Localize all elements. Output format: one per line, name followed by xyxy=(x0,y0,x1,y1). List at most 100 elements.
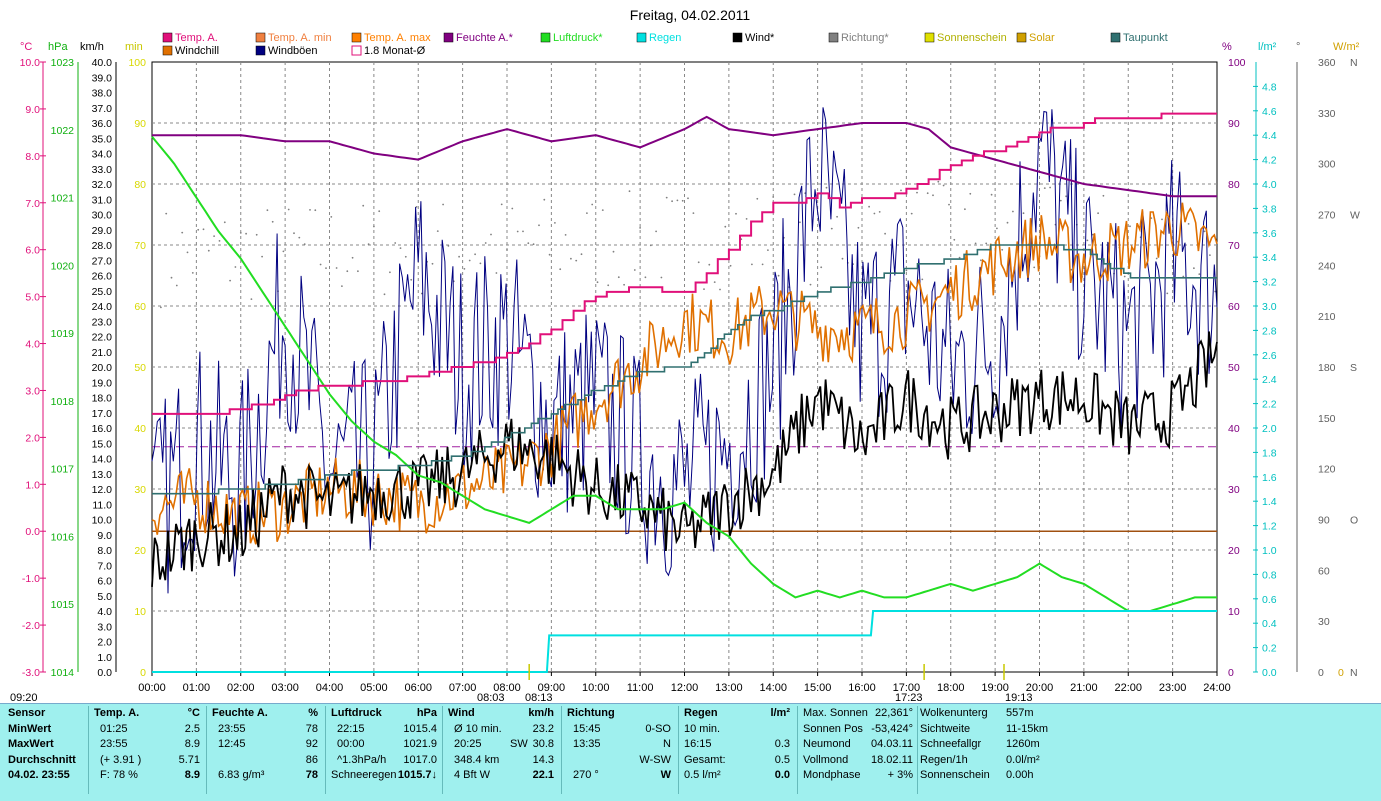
rain-tick: 0.2 xyxy=(1262,643,1277,655)
wind-tick: 23.0 xyxy=(92,316,113,328)
stats-row: Sichtweite 11-15km xyxy=(920,722,1048,738)
wind-tick: 5.0 xyxy=(97,591,112,603)
direction-tick: 90 xyxy=(1318,515,1330,527)
legend-label: Luftdruck* xyxy=(553,32,603,44)
pressure-tick: 1023 xyxy=(51,57,75,69)
direction-point xyxy=(500,203,503,206)
direction-point xyxy=(378,210,381,213)
direction-point xyxy=(990,193,993,196)
stats-row-label: MinWert xyxy=(8,722,52,735)
stats-value: 04.03.11 xyxy=(870,738,913,750)
direction-point xyxy=(527,242,530,245)
stats-value: 11-15km xyxy=(1006,722,1048,735)
humidity-tick-left: 80 xyxy=(134,179,146,191)
direction-point xyxy=(431,262,434,265)
x-tick-label: 16:00 xyxy=(848,682,876,694)
stats-value: 0-SO xyxy=(645,722,671,735)
direction-point xyxy=(932,194,934,197)
stats-wind: Wind km/h Ø 10 min. 23.2 20:25 SW 30.8 348.4 km… xyxy=(448,706,554,784)
legend-label: Temp. A. min xyxy=(268,32,332,44)
axis-unit-sun: min xyxy=(125,41,143,53)
direction-point xyxy=(495,272,498,274)
wind-tick: 29.0 xyxy=(92,225,113,237)
stats-row: Sonnen Pos -53,424° xyxy=(803,722,913,738)
stats-row: Durchschnitt xyxy=(8,753,86,769)
stats-row: Schneefallgr 1260m xyxy=(920,737,1040,753)
axis-unit-direction: ° xyxy=(1296,41,1300,53)
direction-point xyxy=(160,306,162,309)
direction-point xyxy=(825,186,828,189)
stats-time: 23:55 xyxy=(100,738,128,750)
direction-point xyxy=(330,216,333,218)
direction-point xyxy=(1065,195,1067,198)
stats-row: Regen/1h 0.0l/m² xyxy=(920,753,1040,769)
series-temp-a xyxy=(152,112,1217,415)
stats-astro: Max. Sonnen 22,361° Sonnen Pos -53,424° Neum… xyxy=(803,706,913,784)
humidity-tick: 90 xyxy=(1228,118,1240,130)
direction-point xyxy=(234,266,237,268)
direction-tick: 360 xyxy=(1318,57,1336,69)
series-feuchte xyxy=(152,115,1217,198)
stats-row: Max. Sonnen 22,361° xyxy=(803,706,913,722)
direction-point xyxy=(697,261,700,264)
temp-tick: 9.0 xyxy=(25,104,40,116)
direction-point xyxy=(442,203,444,206)
stats-row: 13:35 N xyxy=(567,737,671,753)
direction-tick: 270 xyxy=(1318,210,1336,222)
stats-time: Schneeregen xyxy=(331,769,397,781)
wind-tick: 37.0 xyxy=(92,103,113,115)
legend-label: Wind* xyxy=(745,32,775,44)
temp-tick: -2.0 xyxy=(22,620,40,632)
stats-separator xyxy=(561,706,562,794)
stats-value: 14.3 xyxy=(532,753,554,766)
direction-point xyxy=(394,242,397,244)
humidity-tick: 80 xyxy=(1228,179,1240,191)
legend-label: Richtung* xyxy=(841,32,889,44)
direction-point xyxy=(170,276,173,279)
direction-compass: W xyxy=(1350,210,1360,222)
stats-row: Schneeregen 1015.7↓ xyxy=(331,768,437,784)
wind-tick: 10.0 xyxy=(92,515,113,527)
direction-point xyxy=(985,242,988,245)
direction-point xyxy=(623,283,625,286)
x-tick-label: 03:00 xyxy=(271,682,299,694)
stats-row-label: MaxWert xyxy=(8,738,54,750)
direction-point xyxy=(197,228,200,231)
direction-point xyxy=(436,230,439,233)
stats-header: Luftdruck xyxy=(331,707,382,719)
stats-value: 557m xyxy=(1006,707,1034,719)
stats-time: 6.83 g/m³ xyxy=(218,769,265,781)
temp-tick: 1.0 xyxy=(25,479,40,491)
wind-tick: 9.0 xyxy=(97,530,112,542)
x-tick-label: 17:00 xyxy=(893,682,921,694)
axis-unit-humidity: % xyxy=(1222,41,1232,53)
stats-row: Mondphase + 3% xyxy=(803,768,913,784)
direction-point xyxy=(1198,273,1201,275)
x-tick-label: 12:00 xyxy=(671,682,699,694)
stats-value: 23.2 xyxy=(532,722,554,735)
x-tick-label: 23:00 xyxy=(1159,682,1187,694)
direction-point xyxy=(564,234,567,236)
stats-temp: Temp. A. °C 01:25 2.5 23:55 8.9 (+ 3.91 ) 5.71 F… xyxy=(94,706,200,784)
wind-tick: 15.0 xyxy=(92,438,113,450)
stats-value: 1015.7↓ xyxy=(397,769,437,781)
pressure-tick: 1015 xyxy=(51,599,75,611)
stats-value: -53,424° xyxy=(871,722,913,735)
wind-tick: 20.0 xyxy=(92,362,113,374)
axis-unit-temp: °C xyxy=(20,41,32,53)
stats-header: Sensor xyxy=(8,707,46,719)
direction-point xyxy=(1155,257,1158,260)
pressure-tick: 1020 xyxy=(51,260,75,272)
direction-point xyxy=(761,263,764,266)
legend-label: Windchill xyxy=(175,45,219,57)
direction-point xyxy=(1203,230,1206,233)
direction-point xyxy=(751,263,753,266)
wind-tick: 19.0 xyxy=(92,377,113,389)
rain-tick: 2.2 xyxy=(1262,399,1277,411)
temp-tick: 10.0 xyxy=(20,57,41,69)
direction-point xyxy=(1033,266,1036,269)
legend-label: Windböen xyxy=(268,45,318,57)
stats-time: 0.5 l/m² xyxy=(684,769,721,781)
legend-label: Feuchte A.* xyxy=(456,32,514,44)
direction-point xyxy=(868,205,870,208)
